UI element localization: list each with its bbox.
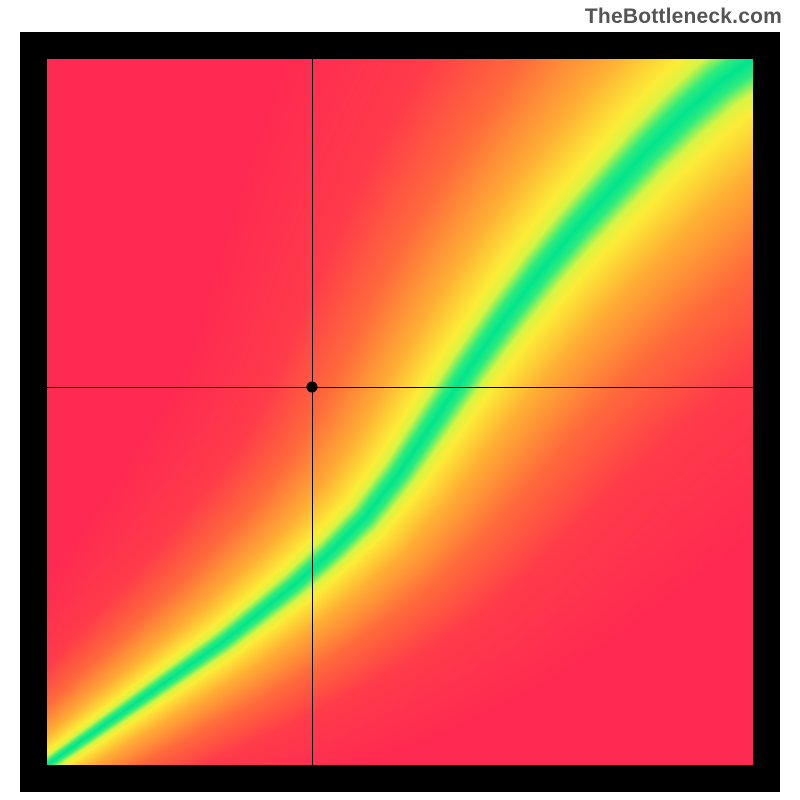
attribution-text: TheBottleneck.com — [585, 5, 782, 29]
chart-outer-border — [20, 32, 780, 792]
crosshair-horizontal — [47, 387, 753, 388]
crosshair-vertical — [312, 59, 313, 765]
marker-point — [306, 382, 317, 393]
heatmap-canvas — [47, 59, 753, 765]
plot-area — [47, 59, 753, 765]
figure-container: TheBottleneck.com — [0, 0, 800, 800]
